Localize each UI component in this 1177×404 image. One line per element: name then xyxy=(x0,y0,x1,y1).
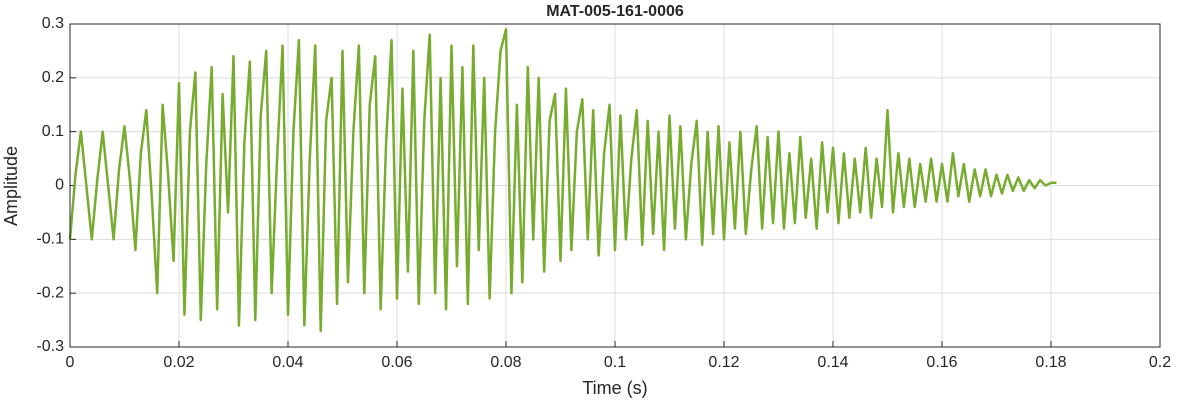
y-tick-label: 0.1 xyxy=(42,123,64,140)
y-tick-label: 0.3 xyxy=(42,15,64,32)
x-tick-label: 0.2 xyxy=(1149,354,1171,371)
x-tick-label: 0.12 xyxy=(708,354,739,371)
x-tick-label: 0.06 xyxy=(381,354,412,371)
x-tick-label: 0.08 xyxy=(490,354,521,371)
y-tick-label: -0.3 xyxy=(36,338,64,355)
x-tick-label: 0.18 xyxy=(1035,354,1066,371)
y-tick-label: -0.1 xyxy=(36,231,64,248)
waveform-line xyxy=(68,28,1057,333)
y-tick-label: -0.2 xyxy=(36,284,64,301)
y-tick-label: 0.2 xyxy=(42,69,64,86)
x-tick-label: 0 xyxy=(66,354,75,371)
x-axis-label: Time (s) xyxy=(582,378,647,398)
y-axis-label: Amplitude xyxy=(1,146,21,226)
x-tick-label: 0.02 xyxy=(163,354,194,371)
x-tick-label: 0.1 xyxy=(604,354,626,371)
y-tick-label: 0 xyxy=(55,177,64,194)
plot-frame xyxy=(69,23,1161,348)
x-tick-label: 0.04 xyxy=(272,354,303,371)
chart-title: MAT-005-161-0006 xyxy=(546,3,684,20)
x-tick-label: 0.14 xyxy=(817,354,848,371)
x-tick-label: 0.16 xyxy=(926,354,957,371)
